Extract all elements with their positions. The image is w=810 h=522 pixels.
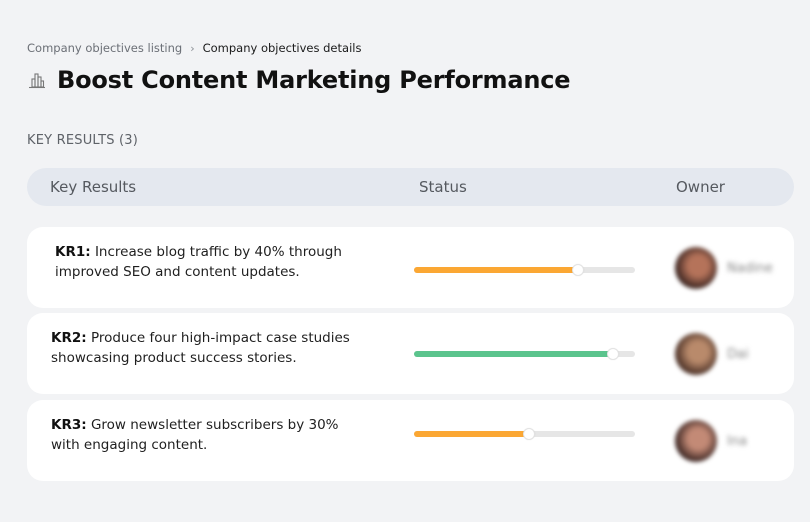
owner[interactable]: Ina [675, 420, 747, 462]
key-results-count-label: KEY RESULTS (3) [27, 133, 139, 148]
owner-name: Ina [727, 433, 748, 449]
buildings-icon [27, 70, 47, 90]
breadcrumb: Company objectives listing › Company obj… [27, 41, 361, 55]
key-result-text: KR2: Produce four high-impact case studi… [51, 328, 351, 368]
progress-bar [414, 264, 635, 276]
owner-name: Dai [727, 346, 749, 362]
progress-fill [414, 267, 578, 273]
key-result-id: KR3: [51, 417, 87, 433]
avatar [675, 420, 717, 462]
key-result-description: Increase blog traffic by 40% through imp… [55, 244, 342, 280]
column-header-key-results: Key Results [50, 178, 137, 196]
key-result-row[interactable]: KR1: Increase blog traffic by 40% throug… [27, 227, 794, 308]
page-header: Boost Content Marketing Performance [27, 66, 571, 94]
key-result-text: KR1: Increase blog traffic by 40% throug… [55, 242, 355, 282]
page-title: Boost Content Marketing Performance [57, 66, 571, 94]
key-result-text: KR3: Grow newsletter subscribers by 30% … [51, 415, 351, 455]
progress-knob [606, 348, 619, 360]
column-header-owner: Owner [676, 178, 725, 196]
key-result-id: KR1: [55, 244, 91, 260]
chevron-right-icon: › [190, 41, 195, 55]
progress-knob [571, 264, 584, 276]
breadcrumb-link-listing[interactable]: Company objectives listing [27, 41, 183, 55]
progress-fill [414, 351, 613, 357]
progress-knob [522, 428, 535, 440]
key-result-description: Produce four high-impact case studies sh… [51, 330, 350, 366]
column-header-status: Status [419, 178, 467, 196]
avatar [675, 247, 717, 289]
key-result-id: KR2: [51, 330, 87, 346]
key-result-row[interactable]: KR3: Grow newsletter subscribers by 30% … [27, 400, 794, 481]
breadcrumb-current: Company objectives details [202, 41, 362, 55]
progress-bar [414, 428, 635, 440]
owner[interactable]: Dai [675, 333, 749, 375]
key-results-table-header: Key Results Status Owner [27, 168, 794, 206]
owner[interactable]: Nadine [675, 247, 773, 289]
key-result-row[interactable]: KR2: Produce four high-impact case studi… [27, 313, 794, 394]
owner-name: Nadine [727, 260, 773, 276]
avatar [675, 333, 717, 375]
key-result-description: Grow newsletter subscribers by 30% with … [51, 417, 339, 453]
progress-fill [414, 431, 529, 437]
progress-bar [414, 348, 635, 360]
